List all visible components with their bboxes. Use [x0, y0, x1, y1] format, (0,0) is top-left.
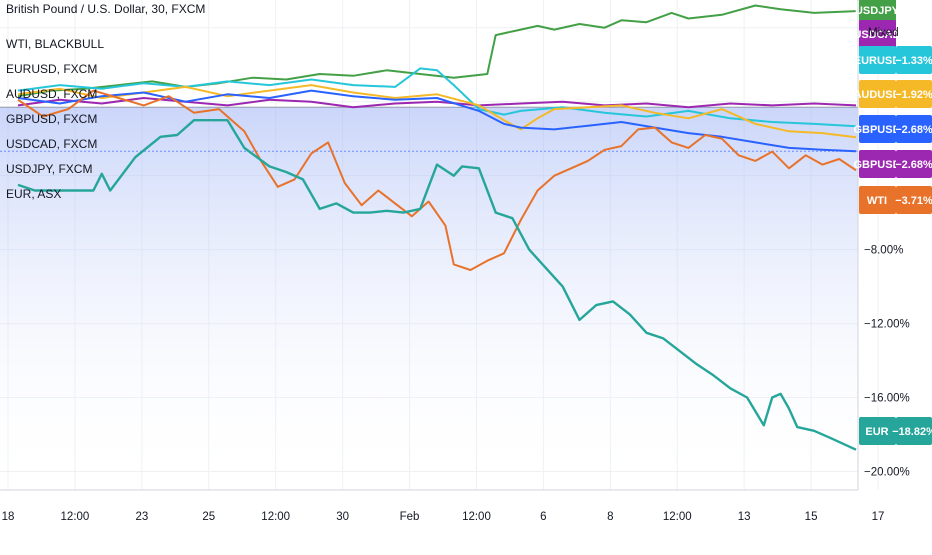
badge-value-bg [896, 80, 932, 108]
badge-name: USDCAD [853, 29, 900, 41]
legend-row[interactable]: WTI, BLACKBULL [6, 37, 104, 51]
price-badge-usdjpy: USDJPY [855, 0, 900, 24]
y-tick-label: −8.00% [864, 245, 903, 257]
x-tick-label: 15 [805, 511, 818, 523]
y-tick-label: −12.00% [864, 319, 910, 331]
badge-value-bg [896, 186, 932, 214]
time-axis[interactable]: 18 12:00 23 25 12:00 30 Feb 12:00 6 8 12:00 13 15 17 [0, 489, 885, 523]
badge-value: −1.33% [895, 55, 932, 67]
badge-value: −1.92% [895, 89, 932, 101]
price-badge-eurusd: EURUSD−1.33% [854, 46, 932, 74]
badge-value-bg [896, 417, 932, 445]
x-tick-label: 13 [738, 511, 751, 523]
x-tick-label: 6 [540, 511, 546, 523]
badge-name-bg [859, 150, 896, 178]
badge-name-bg [859, 80, 896, 108]
series-lines [17, 4, 857, 451]
legend-row[interactable]: EUR, ASX [6, 187, 61, 201]
badge-value: −2.68% [895, 159, 932, 171]
x-tick-label: 12:00 [663, 511, 692, 523]
legend-row[interactable]: EURUSD, FXCM [6, 62, 97, 76]
price-badge-gbpusd: GBPUSD−2.68% [853, 115, 932, 143]
x-tick-label: 12:00 [462, 511, 491, 523]
badge-name: USDJPY [855, 5, 900, 17]
legend: British Pound / U.S. Dollar, 30, FXCM WT… [6, 2, 205, 201]
badge-name-bg [859, 417, 896, 445]
legend-row[interactable]: USDJPY, FXCM [6, 162, 92, 176]
series-line-eurusd [17, 67, 857, 128]
badge-name: AUDUSD [853, 89, 900, 101]
badge-name: WTI [867, 195, 887, 207]
x-tick-label: 23 [135, 511, 148, 523]
x-tick-label: 30 [336, 511, 349, 523]
badge-name: GBPUSD [853, 124, 900, 136]
main-series-area [0, 107, 858, 490]
badge-value: −18.82% [892, 426, 932, 438]
x-tick-label: 12:00 [261, 511, 290, 523]
price-badge-usdcad: USDCAD [853, 20, 901, 48]
price-axis[interactable]: −8.00% −12.00% −16.00% −20.00% [857, 0, 910, 490]
series-line-gbpusd [17, 89, 857, 153]
price-badge-audusd: AUDUSD−1.92% [853, 80, 932, 108]
badge-name: GBPUSD [853, 159, 900, 171]
price-badge-eur: EUR −18.82% [859, 417, 932, 445]
badge-value: −3.71% [895, 195, 932, 207]
price-badges: USDJPY USDCAD EURUSD−1.33% AUDUSD−1.92% GBPU… [853, 0, 932, 445]
legend-row[interactable]: GBPUSD, FXCM [6, 112, 97, 126]
series-line-audusd [17, 84, 857, 139]
x-tick-label: Feb [400, 511, 420, 523]
main-symbol-label[interactable]: British Pound / U.S. Dollar, 30, FXCM [6, 2, 205, 16]
badge-value-bg [896, 46, 932, 74]
price-badge-gbpusd: GBPUSD−2.68% [853, 150, 932, 178]
legend-row[interactable]: USDCAD, FXCM [6, 137, 97, 151]
badge-value: −2.68% [895, 124, 932, 136]
badge-name: EUR [865, 426, 888, 438]
x-tick-label: 25 [202, 511, 215, 523]
price-badge-wti: WTI −3.71% [859, 186, 932, 214]
x-tick-label: 18 [2, 511, 15, 523]
series-line-wti [17, 89, 857, 271]
badge-name-bg [859, 20, 896, 48]
y-tick-label: −20.00% [864, 467, 910, 479]
legend-row[interactable]: AUDUSD, FXCM [6, 87, 97, 101]
series-line-eur [17, 118, 857, 451]
badge-name-bg [859, 115, 896, 143]
scale-mode-label[interactable]: Mixed [868, 27, 899, 39]
badge-value-bg [896, 115, 932, 143]
badge-name-bg [859, 186, 896, 214]
badge-name-bg [859, 0, 896, 24]
x-tick-label: 8 [607, 511, 613, 523]
x-tick-label: 17 [872, 511, 885, 523]
x-tick-label: 12:00 [61, 511, 90, 523]
y-tick-label: −16.00% [864, 393, 910, 405]
badge-name: EURUSD [854, 55, 901, 67]
badge-name-bg [859, 46, 896, 74]
badge-value-bg [896, 150, 932, 178]
